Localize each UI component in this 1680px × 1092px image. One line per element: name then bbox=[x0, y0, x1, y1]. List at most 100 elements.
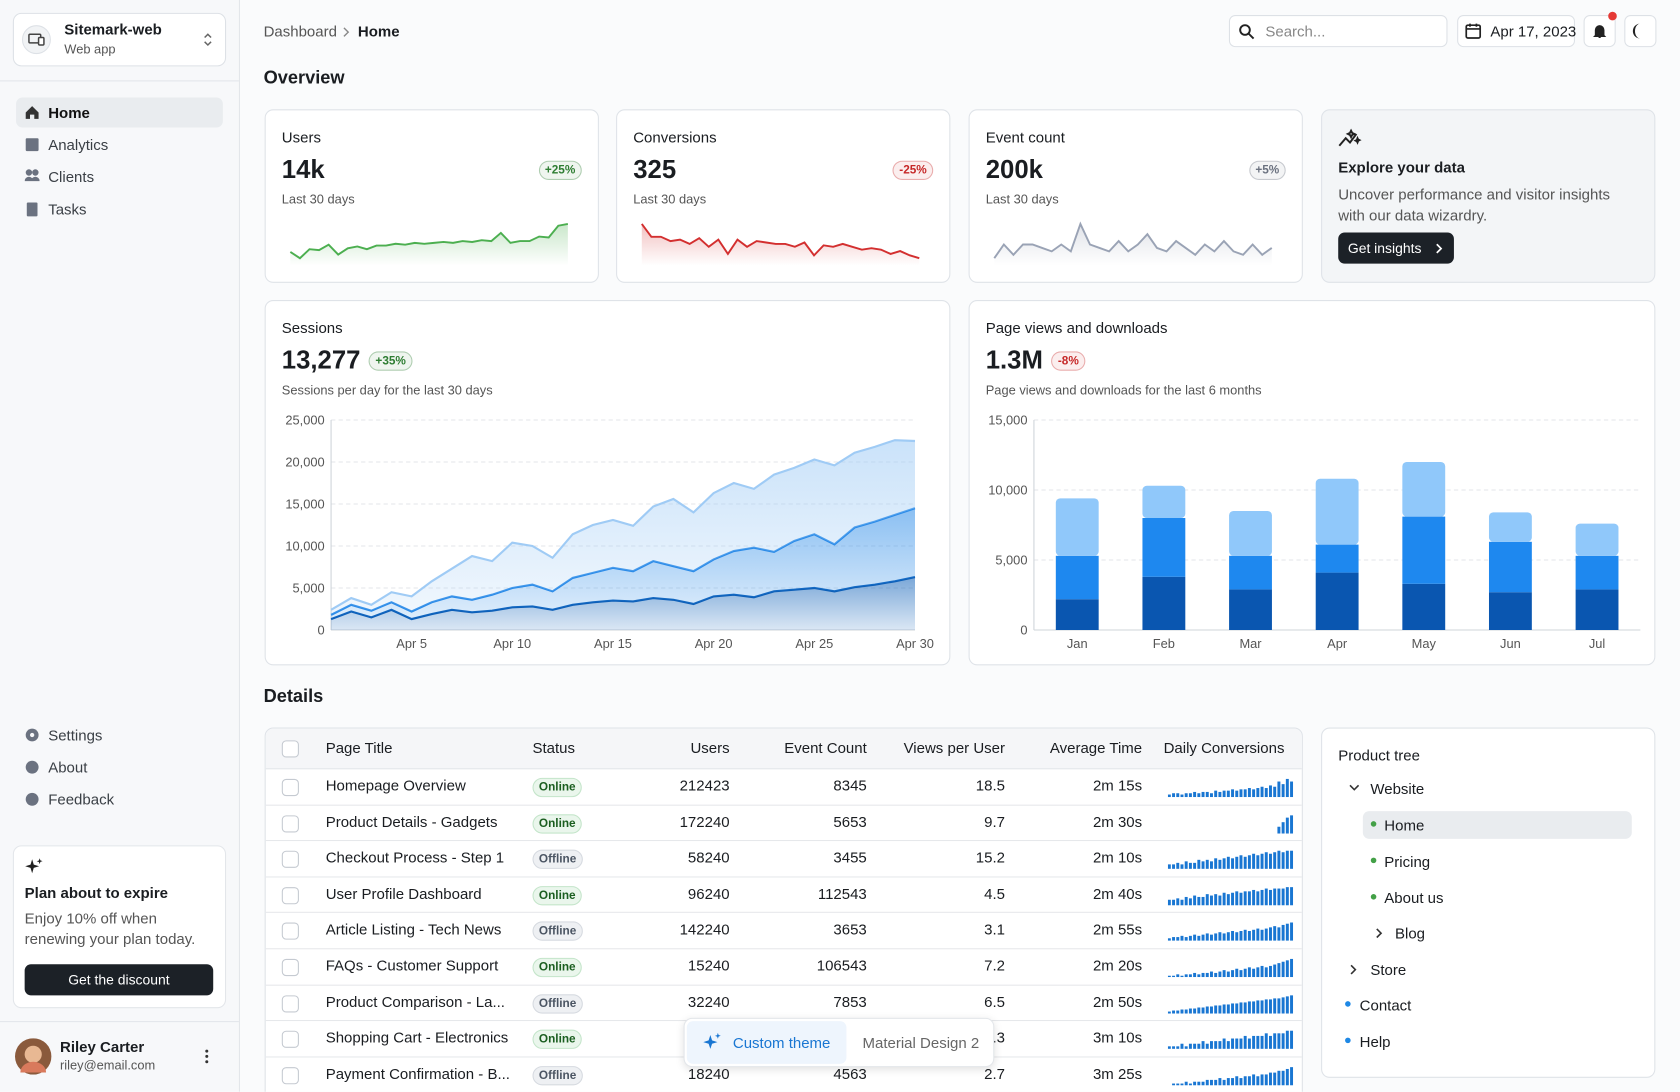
checkbox bbox=[281, 740, 299, 758]
area bbox=[331, 508, 916, 620]
nav-item[interactable]: Settings bbox=[48, 726, 103, 744]
tree-item[interactable]: Help bbox=[1359, 1032, 1391, 1051]
tree-item[interactable]: Contact bbox=[1359, 996, 1412, 1014]
spark-bar bbox=[1226, 1004, 1230, 1014]
explore-button[interactable]: Get insights bbox=[1338, 232, 1454, 264]
status-chip: Offline bbox=[532, 993, 583, 1014]
search-placeholder: Search... bbox=[1265, 22, 1326, 40]
spark-bar bbox=[1281, 996, 1285, 1014]
tree-item[interactable]: About us bbox=[1384, 889, 1444, 907]
spark-bar bbox=[1264, 888, 1268, 906]
spark-bar bbox=[1193, 895, 1197, 906]
nav-item[interactable]: Clients bbox=[48, 168, 95, 186]
status-chip: Online bbox=[532, 957, 583, 978]
table-cell: 6.5 bbox=[984, 992, 1006, 1010]
spark-bar bbox=[1205, 972, 1209, 978]
tree-item[interactable]: Pricing bbox=[1384, 852, 1431, 871]
table-cell: Checkout Process - Step 1 bbox=[325, 848, 505, 866]
sparkline-area bbox=[290, 223, 568, 266]
spark-bar bbox=[1210, 895, 1213, 906]
column-header: Event Count bbox=[784, 739, 867, 757]
nav-item[interactable]: Feedback bbox=[48, 790, 115, 808]
chevron-right[interactable] bbox=[1375, 927, 1384, 940]
x-tick-label: Apr 25 bbox=[795, 636, 833, 651]
spark-bar bbox=[1256, 891, 1260, 906]
sparkle-icon bbox=[703, 1032, 721, 1049]
spark-bar bbox=[1214, 933, 1218, 942]
spark-bar bbox=[1231, 858, 1235, 870]
spark-bar bbox=[1277, 927, 1281, 942]
user-menu[interactable] bbox=[204, 1049, 210, 1064]
sparkline bbox=[289, 222, 569, 266]
chevron-down[interactable] bbox=[1348, 783, 1361, 794]
spark-bar bbox=[1176, 1046, 1180, 1050]
moon-icon bbox=[1632, 23, 1641, 39]
column-header: Status bbox=[532, 739, 576, 757]
tree-item[interactable]: Website bbox=[1370, 780, 1425, 798]
chevron bbox=[1436, 243, 1443, 254]
date-button[interactable] bbox=[1457, 15, 1576, 48]
spark-bar bbox=[1256, 855, 1260, 870]
spark-bar bbox=[1256, 928, 1260, 942]
spark-bar bbox=[1188, 863, 1192, 870]
card-subtitle: Page views and downloads for the last 6 … bbox=[985, 382, 1262, 398]
spark-bar bbox=[1269, 965, 1272, 978]
spark-bar bbox=[1172, 937, 1176, 942]
stat-card: Event count 200k +5% Last 30 days bbox=[968, 109, 1303, 283]
spark-bar bbox=[1184, 937, 1188, 942]
spark-bar bbox=[1269, 1036, 1272, 1050]
spark-bar bbox=[1197, 1043, 1201, 1050]
spark-bar bbox=[1285, 960, 1289, 978]
sparkline bbox=[993, 221, 1273, 266]
card-title: Users bbox=[281, 128, 321, 146]
spark-bar bbox=[1193, 863, 1197, 870]
spark-bar bbox=[1201, 1081, 1205, 1086]
column-header: Views per User bbox=[903, 739, 1006, 757]
tree-item[interactable]: Home bbox=[1384, 816, 1425, 834]
spark-bar bbox=[1277, 963, 1281, 978]
breadcrumb[interactable]: Dashboard bbox=[263, 22, 337, 40]
spark-bar bbox=[1176, 863, 1180, 870]
spark-bar bbox=[1243, 891, 1247, 906]
avatar bbox=[15, 1038, 52, 1075]
spark-bar bbox=[1252, 1000, 1256, 1014]
x-tick-label: Apr 5 bbox=[396, 636, 427, 651]
table-cell: 7.2 bbox=[984, 956, 1006, 974]
chevron-right[interactable] bbox=[1349, 963, 1358, 976]
promo-button[interactable]: Get the discount bbox=[24, 964, 214, 996]
sparkbars bbox=[1167, 778, 1294, 798]
spark-bar bbox=[1277, 826, 1281, 834]
table-cell: 96240 bbox=[687, 884, 730, 902]
nav-item[interactable]: Tasks bbox=[48, 200, 87, 218]
toggle-option[interactable]: Custom theme bbox=[732, 1033, 831, 1052]
x-tick-label: Apr 30 bbox=[896, 636, 934, 651]
spark-bar bbox=[1222, 1004, 1226, 1014]
tree-item[interactable]: Blog bbox=[1395, 924, 1426, 942]
status-chip: Online bbox=[532, 813, 583, 834]
table-cell: FAQs - Customer Support bbox=[325, 956, 499, 974]
theme-button[interactable] bbox=[1624, 15, 1657, 48]
toggle-option[interactable]: Material Design 2 bbox=[862, 1033, 980, 1052]
nav-item[interactable]: Home bbox=[48, 103, 90, 122]
spark-bar bbox=[1210, 935, 1213, 942]
stat-card: Users 14k +25% Last 30 days bbox=[264, 109, 599, 283]
table-cell: 142240 bbox=[679, 920, 730, 938]
spark-bar bbox=[1231, 931, 1235, 942]
table-cell: 4.5 bbox=[984, 884, 1006, 902]
nav-item[interactable]: About bbox=[48, 758, 88, 776]
tree-item[interactable]: Store bbox=[1370, 961, 1407, 979]
spark-bar bbox=[1226, 1077, 1230, 1086]
table-cell: Product Comparison - La... bbox=[325, 992, 505, 1010]
spark-bar bbox=[1167, 938, 1171, 942]
search-box[interactable] bbox=[1228, 15, 1448, 48]
y-tick-label: 25,000 bbox=[285, 412, 324, 427]
spark-bar bbox=[1184, 861, 1188, 870]
area bbox=[331, 440, 916, 615]
nav-item[interactable]: Analytics bbox=[48, 136, 109, 154]
checkbox bbox=[281, 814, 299, 833]
bar bbox=[1575, 589, 1619, 631]
notifications-button[interactable] bbox=[1583, 15, 1616, 48]
trend-chip: -25% bbox=[892, 160, 934, 181]
spark-bar bbox=[1201, 972, 1205, 978]
spark-bar bbox=[1281, 925, 1285, 942]
